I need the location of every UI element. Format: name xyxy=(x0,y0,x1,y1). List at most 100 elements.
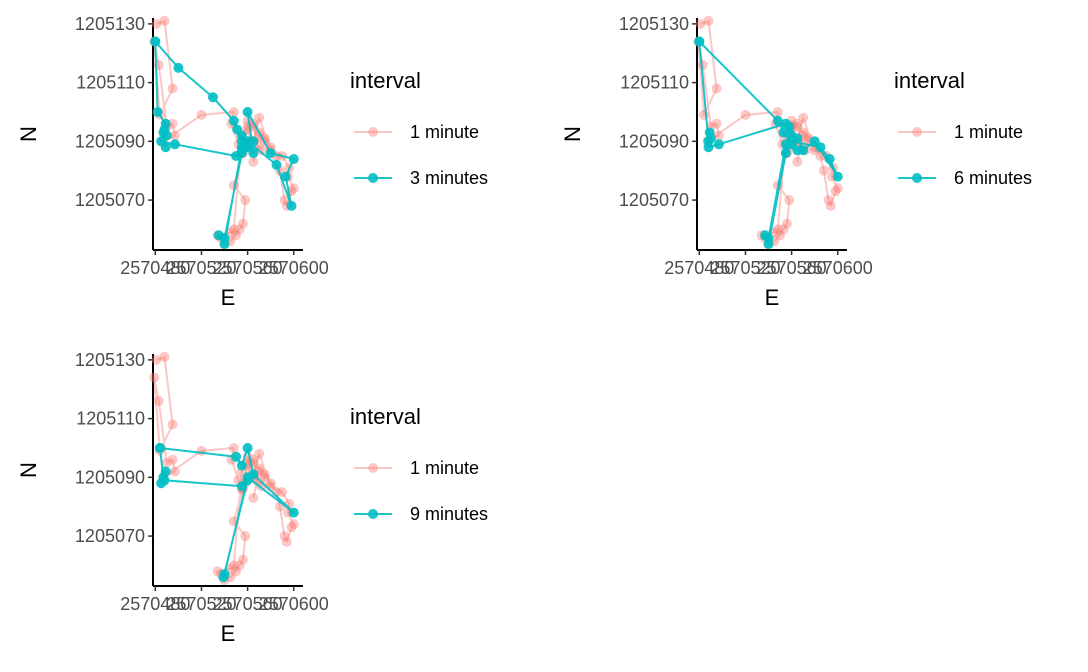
data-point xyxy=(228,443,239,453)
y-axis-title: N xyxy=(560,126,585,142)
data-point xyxy=(248,148,259,159)
data-point xyxy=(798,112,809,123)
data-point xyxy=(782,218,792,229)
data-point xyxy=(271,159,282,170)
legend: interval 1 minute 3 minutes xyxy=(350,68,488,188)
x-tick-label: 2570560 xyxy=(213,594,283,614)
data-point xyxy=(703,15,714,26)
legend: interval 1 minute 6 minutes xyxy=(894,68,1032,188)
legend-key-point xyxy=(912,173,922,183)
data-point xyxy=(711,118,722,129)
data-point xyxy=(279,195,290,206)
x-tick-label: 2570520 xyxy=(166,258,236,278)
data-point xyxy=(288,183,299,194)
legend-label: 1 minute xyxy=(410,122,479,142)
x-tick-label: 2570600 xyxy=(803,258,873,278)
data-point xyxy=(288,507,299,518)
data-point xyxy=(259,469,270,480)
legend: interval 1 minute 9 minutes xyxy=(350,404,488,524)
data-point xyxy=(248,156,259,167)
data-point xyxy=(228,107,239,117)
data-point xyxy=(154,443,165,453)
data-point xyxy=(780,118,791,129)
data-point xyxy=(242,107,253,117)
data-point xyxy=(149,372,160,383)
x-tick-label: 2570600 xyxy=(259,258,329,278)
data-point xyxy=(240,531,251,542)
data-point xyxy=(254,112,265,123)
legend-key-point xyxy=(368,173,378,183)
data-point xyxy=(234,560,245,571)
data-point xyxy=(208,92,218,103)
data-point xyxy=(832,183,843,194)
data-point xyxy=(242,443,253,453)
x-axis-title: E xyxy=(765,285,780,310)
data-point xyxy=(159,15,170,26)
data-point xyxy=(763,233,774,244)
data-point xyxy=(196,109,207,120)
data-point xyxy=(780,139,791,150)
data-point xyxy=(159,351,170,362)
data-point xyxy=(770,227,781,238)
data-point xyxy=(694,36,705,47)
data-point xyxy=(823,195,834,206)
y-tick-label: 1205070 xyxy=(75,526,145,546)
x-tick-label: 2570480 xyxy=(664,258,734,278)
data-point xyxy=(286,200,297,211)
data-point xyxy=(226,563,237,574)
data-point xyxy=(740,109,751,120)
data-point xyxy=(150,36,161,47)
x-tick-label: 2570480 xyxy=(120,594,190,614)
legend-label: 1 minute xyxy=(410,458,479,478)
data-point xyxy=(169,130,180,141)
data-point xyxy=(228,560,239,571)
data-point xyxy=(792,121,803,132)
y-tick-label: 1205090 xyxy=(75,467,145,487)
data-point xyxy=(169,139,180,150)
series-2 xyxy=(154,443,299,583)
data-point xyxy=(167,454,178,465)
data-point xyxy=(160,142,171,153)
legend-key-point xyxy=(912,127,922,137)
legend-label: 3 minutes xyxy=(410,168,488,188)
chart-panel-2: 1205070120509012051101205130257048025705… xyxy=(560,14,1032,310)
data-point xyxy=(824,154,835,164)
data-point xyxy=(219,233,230,244)
data-point xyxy=(238,218,248,229)
chart-panel-1: 1205070120509012051101205130257048025705… xyxy=(16,14,488,310)
legend-title: interval xyxy=(894,68,965,93)
x-axis-title: E xyxy=(221,285,236,310)
data-point xyxy=(279,531,290,542)
data-point xyxy=(196,445,207,456)
legend-key-point xyxy=(368,463,378,473)
data-point xyxy=(832,171,843,182)
data-point xyxy=(240,195,251,206)
legend-title: interval xyxy=(350,68,421,93)
x-tick-label: 2570520 xyxy=(166,594,236,614)
data-point xyxy=(288,154,299,164)
series-1 xyxy=(149,15,299,250)
y-tick-label: 1205110 xyxy=(76,409,145,429)
data-point xyxy=(234,224,245,235)
data-point xyxy=(792,156,803,167)
x-axis-title: E xyxy=(221,621,236,646)
data-point xyxy=(231,566,242,577)
series-2 xyxy=(150,36,299,250)
data-point xyxy=(780,148,791,159)
data-point xyxy=(772,107,783,117)
data-point xyxy=(815,142,826,153)
data-point xyxy=(151,354,162,365)
series-1 xyxy=(149,351,299,586)
data-point xyxy=(228,115,239,126)
y-tick-label: 1205110 xyxy=(620,73,689,93)
data-point xyxy=(792,145,803,156)
data-point xyxy=(786,130,797,141)
y-tick-label: 1205110 xyxy=(76,73,145,93)
data-point xyxy=(265,148,276,159)
legend-key-point xyxy=(368,127,378,137)
x-tick-label: 2570560 xyxy=(757,258,827,278)
series-2 xyxy=(694,36,843,250)
data-point xyxy=(161,130,172,141)
y-tick-label: 1205130 xyxy=(619,14,689,34)
y-tick-label: 1205130 xyxy=(75,14,145,34)
